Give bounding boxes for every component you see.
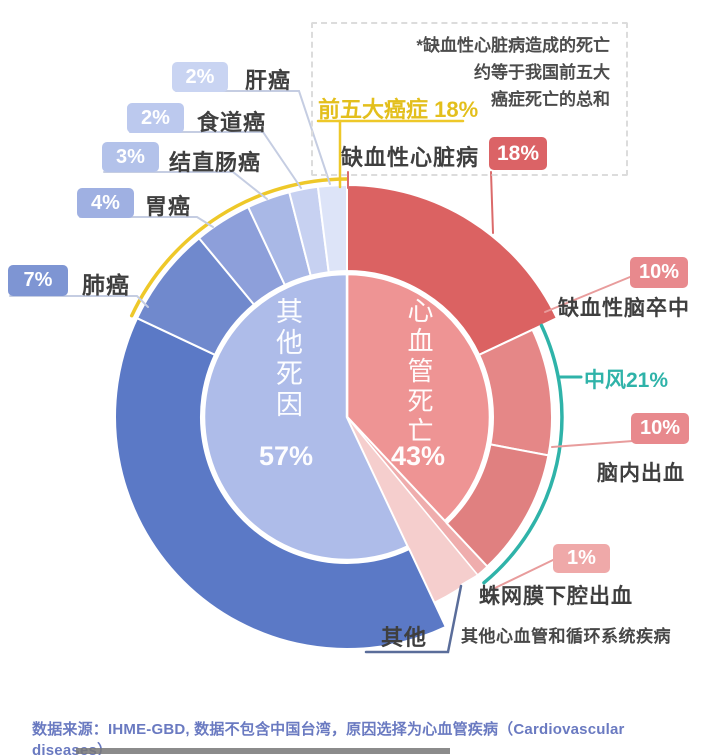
- subarachnoid-hemorrhage-badge: 1%: [553, 544, 610, 573]
- stomach-cancer-badge: 4%: [77, 188, 134, 218]
- other-causes-percent: 57%: [259, 441, 314, 471]
- subarachnoid-hemorrhage-label: 蛛网膜下腔出血: [479, 585, 633, 608]
- liver-cancer-badge: 2%: [172, 62, 228, 92]
- intracerebral-hemorrhage-badge: 10%: [631, 413, 689, 444]
- ischemic-heart-disease-badge: 18%: [489, 137, 547, 170]
- top-five-cancers-label: 前五大癌症 18%: [318, 97, 479, 122]
- annotation-box: [311, 22, 628, 176]
- ischemic-stroke-label: 缺血性脑卒中: [558, 297, 690, 320]
- lung-cancer-label: 肺癌: [82, 272, 130, 298]
- cvd-inner-label: 心血管死亡: [404, 297, 434, 447]
- lung-cancer-badge: 7%: [8, 265, 68, 296]
- liver-cancer-label: 肝癌: [245, 68, 292, 93]
- other-causes-inner-label: 其他死因: [272, 297, 302, 421]
- intracerebral-hemorrhage-label: 脑内出血: [597, 462, 685, 485]
- stomach-cancer-label: 胃癌: [145, 194, 192, 219]
- bottom-crop-bar: [76, 748, 450, 754]
- ischemic-heart-disease-label: 缺血性心脏病: [341, 145, 480, 170]
- esophageal-cancer-label: 食道癌: [197, 110, 267, 135]
- cvd-percent: 43%: [391, 441, 446, 471]
- esophageal-cancer-badge: 2%: [127, 103, 184, 133]
- stroke-total-label: 中风21%: [584, 369, 669, 392]
- colorectal-cancer-label: 结直肠癌: [169, 150, 262, 175]
- ischemic-stroke-badge: 10%: [630, 257, 688, 288]
- annotation-line-1: *缺血性心脏病造成的死亡: [416, 36, 610, 55]
- other-slice-label: 其他: [381, 625, 428, 650]
- other-cvd-label: 其他心血管和循环系统疾病: [461, 627, 671, 646]
- annotation-line-3: 癌症死亡的总和: [491, 90, 610, 110]
- annotation-text: *缺血性心脏病造成的死亡 约等于我国前五大 癌症死亡的总和: [403, 32, 610, 114]
- annotation-line-2: 约等于我国前五大: [474, 63, 610, 83]
- colorectal-cancer-badge: 3%: [102, 142, 159, 172]
